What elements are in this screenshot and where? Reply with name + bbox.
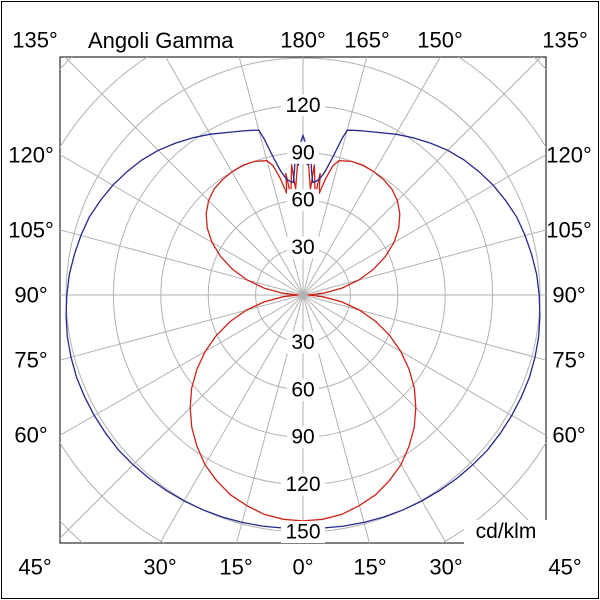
angle-label: 135°	[542, 28, 588, 53]
angle-label: 105°	[546, 218, 592, 243]
radial-label-bg	[287, 378, 319, 401]
angle-label: 120°	[8, 143, 54, 168]
radial-tick-label: 90	[291, 141, 314, 164]
grid-spoke	[302, 294, 447, 543]
angle-label: 150°	[417, 28, 463, 53]
angle-label: 90°	[552, 283, 585, 308]
radial-label-bg	[287, 331, 319, 354]
grid-spoke	[64, 57, 304, 296]
angle-label: 135°	[12, 28, 58, 53]
radial-label-bg	[281, 473, 325, 496]
radial-tick-label: 30	[291, 331, 314, 354]
radial-tick-label: 60	[291, 378, 314, 401]
angle-label: 90°	[14, 283, 47, 308]
radial-tick-label: 30	[291, 236, 314, 259]
angle-label: 30°	[429, 555, 462, 580]
grid-spoke	[165, 57, 304, 296]
radial-label-bg	[287, 189, 319, 212]
grid-spoke	[302, 294, 546, 539]
angle-label: 0°	[292, 555, 313, 580]
angle-label: 30°	[143, 555, 176, 580]
chart-title: Angoli Gamma	[88, 28, 234, 53]
angle-label: 165°	[344, 28, 390, 53]
grid-spoke	[302, 229, 546, 296]
grid-spoke	[60, 294, 304, 436]
grid-spoke	[302, 57, 441, 296]
angle-label: 60°	[14, 423, 47, 448]
radial-tick-label: 150	[285, 521, 320, 544]
radial-label-bg	[281, 521, 325, 543]
radial-label-bg	[287, 236, 319, 259]
radial-label-bg	[287, 426, 319, 449]
blue-curve	[65, 129, 541, 530]
radial-tick-label: 60	[291, 189, 314, 212]
radial-label-bg	[281, 94, 325, 117]
angle-label: 45°	[18, 555, 51, 580]
grid-spoke	[159, 294, 304, 543]
angle-label: 120°	[546, 143, 592, 168]
radial-tick-label: 120	[285, 94, 320, 117]
grid-spoke	[60, 154, 304, 296]
radial-label-bg	[287, 141, 319, 164]
angle-label: 180°	[280, 28, 326, 53]
angle-label: 45°	[548, 555, 581, 580]
grid-spoke	[302, 294, 546, 436]
angle-label: 15°	[353, 555, 386, 580]
angle-label: 105°	[8, 218, 54, 243]
angle-label: 75°	[14, 348, 47, 373]
angle-label: 15°	[219, 555, 252, 580]
angle-label: 60°	[552, 423, 585, 448]
grid-spoke	[302, 57, 542, 296]
grid-spoke	[60, 229, 304, 296]
grid-spoke	[302, 154, 546, 296]
angle-label: 75°	[552, 348, 585, 373]
radial-tick-label: 120	[285, 473, 320, 496]
units-label: cd/klm	[464, 520, 548, 544]
radial-tick-label: 90	[291, 426, 314, 449]
grid-spoke	[60, 294, 304, 539]
